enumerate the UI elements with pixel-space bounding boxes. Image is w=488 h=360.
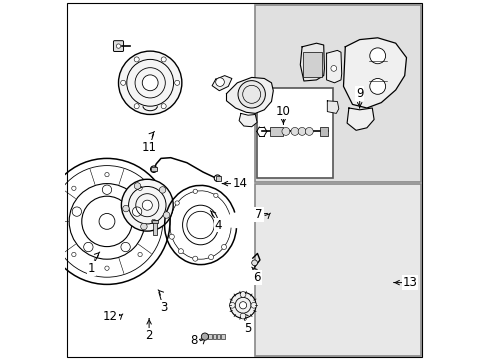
- Circle shape: [151, 219, 156, 224]
- Bar: [255, 5, 420, 182]
- Circle shape: [118, 51, 182, 114]
- Bar: [215, 176, 220, 181]
- Polygon shape: [326, 50, 341, 83]
- Bar: [217, 334, 220, 339]
- Circle shape: [58, 219, 62, 224]
- Circle shape: [159, 187, 165, 193]
- Bar: [320, 127, 327, 136]
- Bar: [270, 127, 283, 136]
- Bar: [212, 334, 216, 339]
- Circle shape: [121, 80, 125, 85]
- Circle shape: [240, 313, 245, 319]
- Polygon shape: [343, 38, 406, 108]
- Circle shape: [282, 127, 289, 135]
- Bar: [152, 220, 158, 223]
- Circle shape: [369, 78, 385, 94]
- Circle shape: [230, 292, 256, 318]
- Circle shape: [141, 223, 147, 230]
- Bar: [208, 334, 211, 339]
- Circle shape: [121, 242, 130, 252]
- Circle shape: [72, 207, 81, 216]
- Circle shape: [138, 252, 142, 257]
- Circle shape: [214, 175, 220, 181]
- Circle shape: [142, 75, 158, 91]
- Circle shape: [122, 205, 129, 212]
- Circle shape: [330, 66, 336, 71]
- Circle shape: [134, 57, 139, 62]
- Polygon shape: [226, 77, 273, 113]
- Text: 4: 4: [214, 219, 222, 231]
- Circle shape: [174, 80, 179, 85]
- Circle shape: [250, 302, 256, 308]
- Text: 11: 11: [142, 141, 156, 154]
- Text: 8: 8: [190, 334, 197, 347]
- Circle shape: [142, 200, 152, 210]
- Text: 1: 1: [87, 262, 95, 275]
- Circle shape: [305, 127, 313, 135]
- Bar: [221, 334, 224, 339]
- Circle shape: [161, 57, 166, 62]
- Circle shape: [99, 213, 115, 229]
- Circle shape: [116, 44, 121, 48]
- Polygon shape: [212, 76, 231, 91]
- Text: 14: 14: [232, 177, 247, 190]
- Circle shape: [138, 186, 142, 190]
- Circle shape: [215, 78, 224, 86]
- Text: 2: 2: [145, 329, 153, 342]
- Circle shape: [104, 172, 109, 177]
- Circle shape: [193, 189, 197, 193]
- Polygon shape: [300, 43, 324, 81]
- Circle shape: [102, 185, 111, 194]
- Circle shape: [175, 201, 179, 205]
- Bar: [152, 220, 157, 235]
- Bar: [150, 167, 157, 171]
- Text: 10: 10: [275, 105, 290, 118]
- Text: 12: 12: [103, 310, 118, 323]
- Circle shape: [290, 127, 298, 135]
- Circle shape: [169, 234, 174, 239]
- Bar: [303, 52, 321, 77]
- Text: 9: 9: [355, 87, 363, 100]
- Circle shape: [132, 207, 142, 216]
- Circle shape: [161, 104, 166, 109]
- Polygon shape: [346, 108, 373, 130]
- Bar: [256, 88, 332, 178]
- Circle shape: [104, 266, 109, 270]
- Circle shape: [72, 252, 76, 257]
- Circle shape: [208, 255, 213, 260]
- Bar: [255, 184, 420, 356]
- Circle shape: [229, 302, 235, 308]
- Circle shape: [221, 244, 226, 249]
- Circle shape: [150, 166, 157, 172]
- Circle shape: [238, 81, 265, 108]
- Circle shape: [298, 127, 305, 135]
- Circle shape: [134, 183, 141, 189]
- Circle shape: [240, 292, 245, 297]
- Text: 6: 6: [253, 271, 260, 284]
- Circle shape: [192, 256, 197, 261]
- Circle shape: [163, 212, 169, 218]
- Circle shape: [72, 186, 76, 190]
- Circle shape: [134, 104, 139, 109]
- Circle shape: [83, 242, 93, 252]
- Circle shape: [251, 260, 257, 266]
- Circle shape: [186, 211, 214, 239]
- Text: 5: 5: [243, 322, 250, 335]
- Text: 7: 7: [255, 208, 262, 221]
- Circle shape: [239, 302, 246, 309]
- Text: 13: 13: [402, 276, 417, 289]
- Circle shape: [213, 193, 218, 198]
- Polygon shape: [239, 113, 257, 127]
- Circle shape: [369, 48, 385, 64]
- Polygon shape: [326, 101, 338, 113]
- Text: 3: 3: [160, 301, 167, 314]
- Circle shape: [201, 333, 208, 340]
- Circle shape: [121, 179, 173, 231]
- Circle shape: [178, 249, 183, 254]
- FancyBboxPatch shape: [113, 41, 123, 51]
